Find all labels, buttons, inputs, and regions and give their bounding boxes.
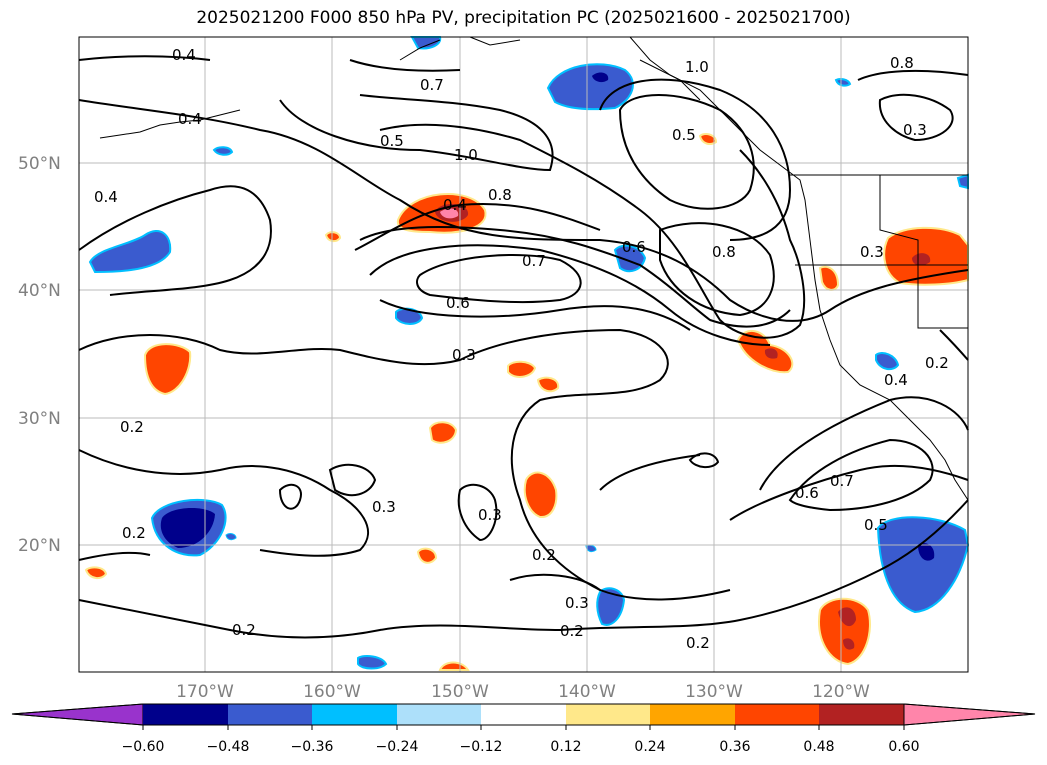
colorbar-segment (735, 704, 819, 725)
contour-label: 0.2 (232, 621, 256, 639)
lon-label-130w: 130°W (685, 682, 743, 702)
latitude-labels: 50°N 40°N 30°N 20°N (18, 154, 61, 556)
colorbar-segment (566, 704, 650, 725)
colorbar-extend-min (11, 703, 144, 726)
lon-label-140w: 140°W (558, 682, 616, 702)
contour-label: 0.3 (565, 594, 589, 612)
colorbar-extend-max (903, 703, 1036, 726)
lon-label-120w: 120°W (812, 682, 870, 702)
contour-label: 0.2 (120, 418, 144, 436)
colorbar-tick-label: 0.36 (719, 739, 750, 755)
contour-label: 0.3 (372, 498, 396, 516)
colorbar-tick-label: −0.60 (122, 739, 165, 755)
contour-label: 0.2 (686, 634, 710, 652)
colorbar-segment (312, 704, 397, 725)
lon-label-150w: 150°W (431, 682, 489, 702)
colorbar-segment (650, 704, 735, 725)
lon-label-160w: 160°W (303, 682, 361, 702)
colorbar-segment (397, 704, 481, 725)
contour-label: 0.2 (925, 354, 949, 372)
contour-label: 1.0 (685, 58, 709, 76)
lat-label-40n: 40°N (18, 281, 61, 301)
coastlines (99, 36, 969, 501)
contour-label: 0.7 (522, 252, 546, 270)
colorbar-segment (819, 704, 904, 725)
contour-label: 0.3 (452, 346, 476, 364)
contour-label: 0.7 (420, 76, 444, 94)
colorbar-segment (143, 704, 228, 725)
contour-label: 0.4 (172, 46, 196, 64)
contour-label: 0.3 (478, 506, 502, 524)
colorbar-segment (228, 704, 312, 725)
colorbar-tick-label: 0.60 (888, 739, 919, 755)
colorbar: −0.60 −0.48 −0.36 −0.24 −0.12 0.12 0.24 … (11, 703, 1036, 755)
map-frame (78, 36, 969, 673)
pv-contours (78, 55, 969, 639)
lon-label-170w: 170°W (176, 682, 234, 702)
colorbar-tick-label: 0.24 (634, 739, 665, 755)
colorbar-tick-label: 0.48 (803, 739, 834, 755)
lat-label-30n: 30°N (18, 409, 61, 429)
contour-label: 1.0 (454, 146, 478, 164)
contour-label: 0.8 (488, 186, 512, 204)
contour-label: 0.4 (94, 188, 118, 206)
contour-label: 0.2 (560, 622, 584, 640)
contour-labels: 0.4 0.4 0.4 0.5 1.0 0.8 0.4 0.7 0.6 0.3 … (94, 46, 949, 652)
contour-label: 0.8 (712, 243, 736, 261)
contour-label: 0.5 (864, 516, 888, 534)
contour-label: 0.3 (903, 121, 927, 139)
colorbar-tick-label: −0.12 (460, 739, 503, 755)
contour-label: 0.4 (443, 196, 467, 214)
lat-label-50n: 50°N (18, 154, 61, 174)
contour-label: 0.2 (122, 524, 146, 542)
lat-label-20n: 20°N (18, 536, 61, 556)
contour-label: 0.6 (795, 484, 819, 502)
colorbar-tick-label: −0.24 (376, 739, 419, 755)
contour-label: 0.4 (178, 110, 202, 128)
colorbar-tick-label: −0.48 (207, 739, 250, 755)
contour-label: 0.8 (890, 54, 914, 72)
contour-label: 0.6 (622, 238, 646, 256)
contour-label: 0.2 (532, 546, 556, 564)
longitude-labels: 170°W 160°W 150°W 140°W 130°W 120°W (176, 682, 870, 702)
contour-label: 0.6 (446, 294, 470, 312)
colorbar-tick-label: −0.36 (291, 739, 334, 755)
contour-label: 0.3 (860, 243, 884, 261)
contour-label: 0.4 (884, 371, 908, 389)
colorbar-tick-label: 0.12 (550, 739, 581, 755)
contour-label: 0.5 (380, 132, 404, 150)
gridlines (79, 37, 968, 672)
contour-label: 0.5 (672, 126, 696, 144)
map-title: 2025021200 F000 850 hPa PV, precipitatio… (196, 8, 851, 28)
contour-label: 0.7 (830, 472, 854, 490)
colorbar-segment (481, 704, 566, 725)
